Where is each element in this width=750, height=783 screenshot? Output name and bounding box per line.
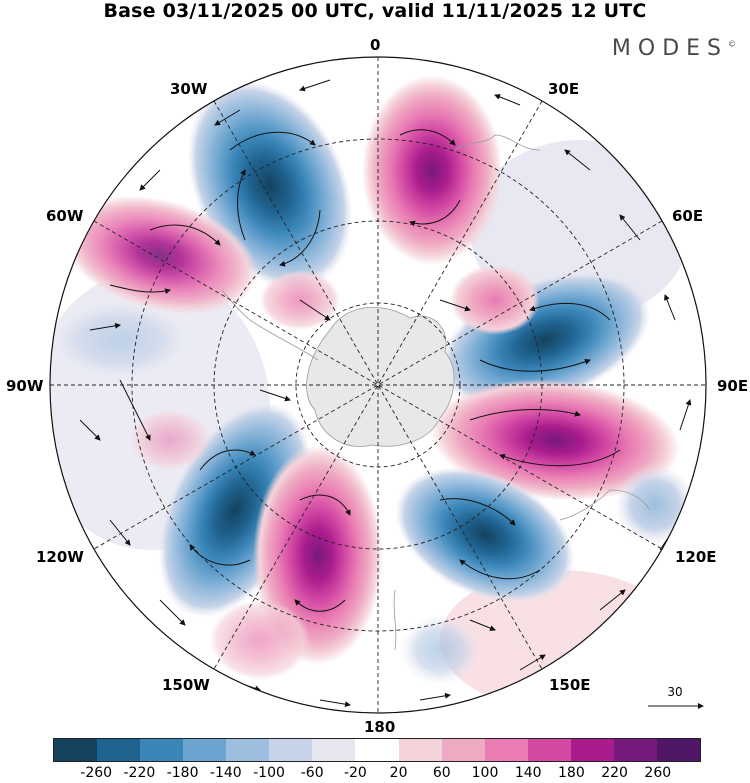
lon-label-60e: 60E [672,207,704,225]
lon-label-30w: 30W [170,80,208,98]
lon-label-150w: 150W [162,676,210,694]
colorbar-tick-label: 140 [514,765,542,781]
lon-label-0: 0 [370,36,381,54]
colorbar-tick-label: -60 [300,765,324,781]
anomaly-center [450,265,540,335]
colorbar-tick-label: 220 [601,765,628,781]
colorbar-tick-label: 100 [471,765,499,781]
brand-name: MODES [611,36,728,61]
anomaly-field [50,57,706,713]
colorbar-swatch [355,739,399,761]
anomaly-center [430,379,680,501]
map-boundary [49,56,707,714]
colorbar-tick-label: -100 [253,765,285,781]
colorbar-swatch [226,739,270,761]
colorbar-swatch [613,739,657,761]
wind-vectors [79,79,692,708]
lon-label-150e: 150E [549,676,591,694]
colorbar-swatch [183,739,227,761]
colorbar-swatch [312,739,356,761]
colorbar-swatch [140,739,184,761]
anomaly-center [395,467,575,603]
colorbar-swatch [97,739,141,761]
colorbar-tick-label: 60 [432,765,451,781]
lon-label-120w: 120W [36,548,84,566]
colorbar-swatch [54,739,98,761]
lon-label-60w: 60W [46,207,84,225]
colorbar-tick-label: -140 [209,765,242,781]
colorbar-tick-label: -20 [343,765,367,781]
lon-label-90e: 90E [717,377,749,395]
brand-mark: © [728,39,736,49]
colorbar-ticks: -260 -220 -180 -140 -100 -60 -20 20 60 100 140 180 2… [53,765,701,783]
colorbar-tick-label: -220 [123,765,156,781]
colorbar-tick-label: -260 [80,765,113,781]
plot-title: Base 03/11/2025 00 UTC, valid 11/11/2025… [103,0,647,22]
colorbar-swatch [656,739,700,761]
colorbar [53,738,701,762]
colorbar-tick-label: -180 [166,765,199,781]
colorbar-tick-label: 20 [389,765,408,781]
anomaly-center [362,75,502,265]
colorbar-swatch [269,739,313,761]
antarctica-outline [306,306,455,447]
lon-label-30e: 30E [548,80,580,98]
reference-vector-label: 30 [667,685,683,699]
colorbar-swatch [441,739,485,761]
lon-label-180: 180 [364,718,396,736]
colorbar-swatch [484,739,528,761]
brand-logo: MODES© [612,36,736,61]
graticule [50,57,706,713]
anomaly-center [62,195,258,315]
lon-label-120e: 120E [675,548,717,566]
colorbar-swatch [527,739,571,761]
colorbar-swatch [570,739,614,761]
colorbar-tick-label: 260 [644,765,672,781]
colorbar-swatch [398,739,442,761]
lon-label-90w: 90W [6,377,44,395]
colorbar-tick-label: 180 [558,765,585,781]
